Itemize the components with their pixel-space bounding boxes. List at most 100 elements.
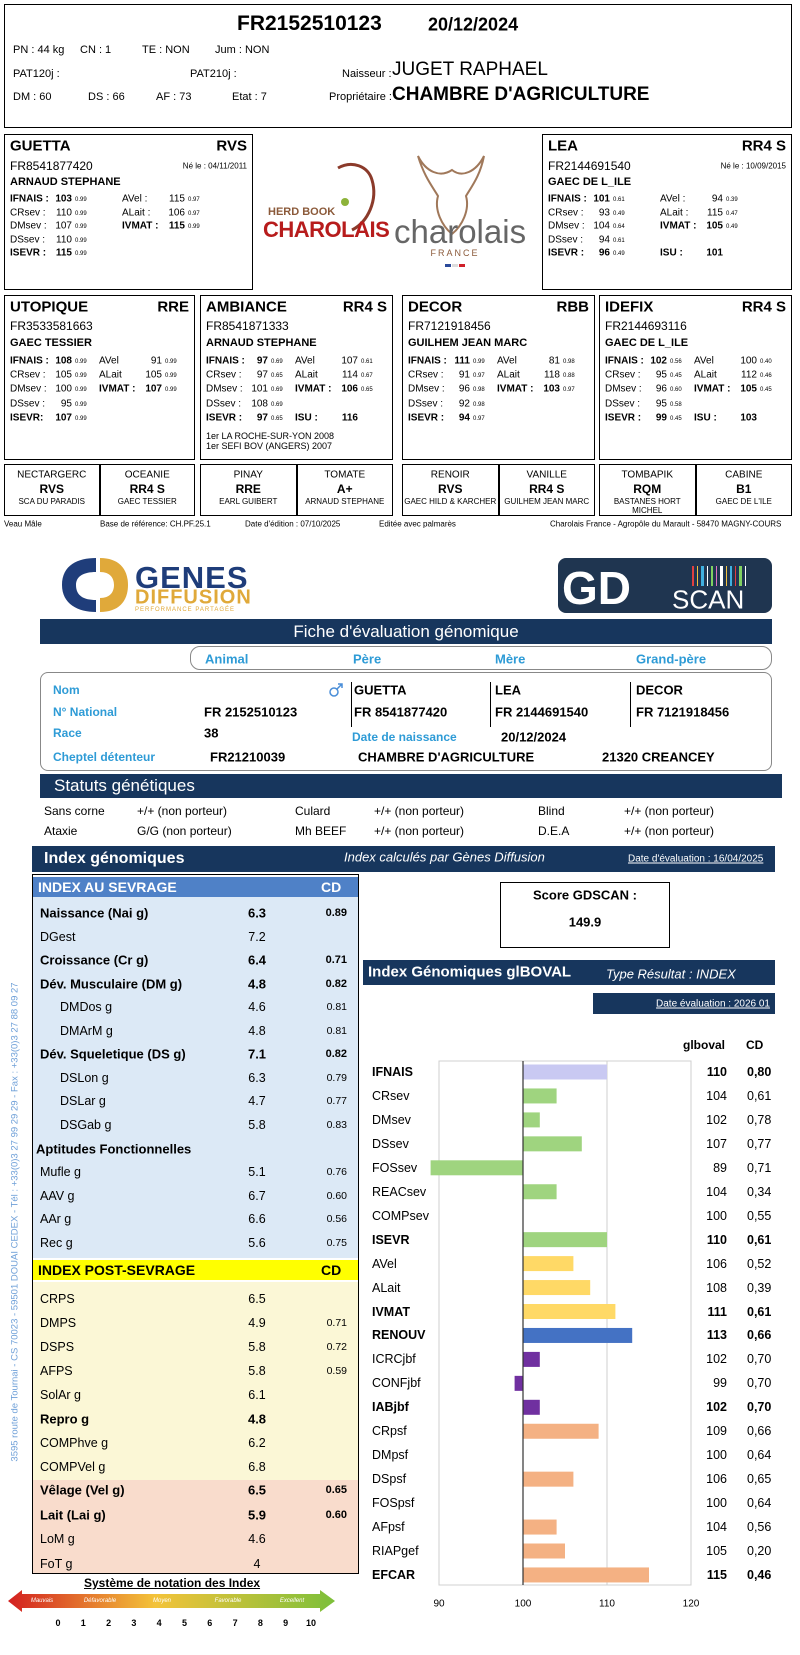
logo-bull [417,155,485,236]
index-label: DSsev : [605,398,641,410]
index-cd: 0.97 [188,210,200,217]
header-field: DM : 60 [13,91,52,103]
index-value: 81 [548,355,560,367]
ancestor-code: RRE [235,482,261,496]
cd-label: 0,66 [747,1328,772,1343]
card-owner: GAEC DE L_ILE [605,337,689,349]
barcode [692,566,746,586]
header-label: Propriétaire : [329,91,392,103]
animal-card [402,295,595,460]
index-row-label: DSLon g [60,1070,109,1085]
index-label: IVMAT : [660,220,697,232]
index-cd: 0.40 [760,359,772,365]
bar [523,1136,582,1152]
bar [523,1064,607,1080]
card-id: FR2144693116 [605,319,687,333]
index-cd: 0.69 [271,359,283,365]
index-label: DMsev : [548,220,585,232]
category-label: REACsev [372,1184,427,1199]
scale-number: 0 [55,1618,61,1628]
index-label: IVMAT : [295,383,332,395]
ancestor-code: A+ [336,482,353,496]
flag-blue [445,264,451,267]
index-value: 115 [168,220,185,232]
index-row-value: 5.6 [248,1235,266,1250]
birth-date: 20/12/2024 [428,14,519,35]
index-label: DSsev : [408,398,444,410]
category-label: DSsev [372,1136,409,1151]
index-row-label: AAV g [40,1188,75,1203]
index-value: 102 [650,355,667,367]
ancestor-box [599,464,696,516]
index-row-cd: 0.77 [326,1095,347,1108]
index-label: DSsev : [548,234,584,245]
index-row-label: DMDos g [60,1000,113,1015]
header-field: DS : 66 [88,91,125,103]
scale-number: 1 [80,1618,86,1628]
title-bar [32,846,775,872]
scale-number: 2 [106,1618,112,1628]
ancestor-code: RVS [438,482,463,496]
card-id: FR8541871333 [206,319,289,333]
identity-value: FR21210039 [210,749,286,765]
index-cd: 0.99 [75,237,87,244]
index-value: 100 [740,355,757,367]
index-row-label: Naissance (Nai g) [40,905,149,921]
ancestor-owner: GAEC TESSIER [117,497,177,506]
value-label: 109 [706,1424,727,1439]
index-row-cd: 0.82 [325,1048,347,1061]
header-field: PAT210j : [190,68,237,80]
logo-horn [337,163,376,232]
index-cd: 0.99 [165,373,177,380]
header-box [4,4,792,128]
index-label: DMsev : [10,383,47,395]
index-value: 107 [55,220,72,232]
header-field: TE : NON [142,44,190,56]
address: 3595 route de Tournai - CS 70023 - 59501… [9,982,21,1462]
footer-text: Charolais France - Agropôle du Marault -… [550,519,782,529]
index-cd: 0.99 [75,401,87,408]
title-bar [363,960,775,985]
category-label: DSpsf [372,1472,407,1487]
value-label: 100 [706,1448,727,1463]
title-bar [40,774,782,798]
identity-id: FR 2152510123 [204,704,298,720]
index-label: ISEVR : [10,247,47,259]
ancestor-code: RR4 S [529,482,565,496]
index-cd: 0.69 [271,387,283,394]
index-value: 91 [150,355,162,367]
card-id: FR7121918456 [408,319,491,333]
index-label: ALait : [660,207,689,218]
index-section-header [32,1260,359,1280]
scale-label: Mauvais [30,1598,54,1604]
scale-number: 9 [283,1618,289,1628]
card-code: RR4 S [741,298,786,316]
index-label: CRsev : [206,369,242,381]
identity-name: LEA [495,682,521,698]
index-row-value: 6.8 [248,1460,266,1474]
index-value: 115 [169,193,185,205]
index-row-value: 4.6 [248,1000,266,1015]
index-row-label: DMArM g [60,1023,113,1038]
index-cd: 0.99 [188,224,200,230]
index-cd: 0.49 [726,224,738,230]
identity-id: FR 7121918456 [636,704,730,720]
identity-id: FR 2144691540 [495,704,589,720]
index-row-value: 6.4 [247,952,267,968]
index-section [32,1480,359,1574]
index-value: 96 [598,247,610,259]
score-label: Score GDSCAN : [532,887,638,903]
category-label: FOSpsf [372,1496,415,1511]
category-label: DMsev [372,1112,411,1127]
index-row-label: DSGab g [60,1117,112,1132]
index-value: 103 [740,412,757,424]
animal-card [542,134,792,290]
card-name: IDEFIX [605,298,654,316]
section-title: Index génomiques [44,850,185,867]
ancestor-box [498,464,595,516]
index-row-value: 6.5 [248,1292,266,1306]
index-value: 116 [341,412,358,424]
value-label: 106 [706,1472,727,1487]
index-label: IFNAIS : [10,355,49,367]
identity-label: Race [53,726,82,740]
